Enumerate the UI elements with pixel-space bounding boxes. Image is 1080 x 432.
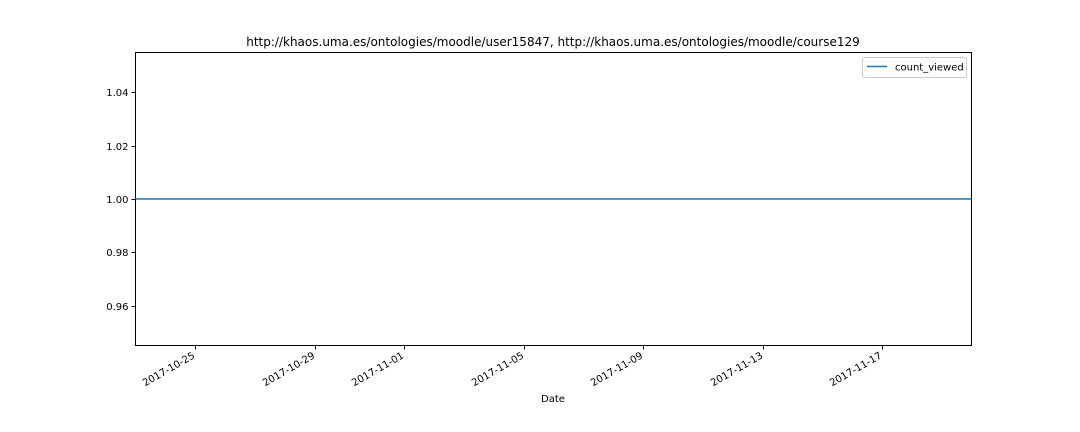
chart-title: http://khaos.uma.es/ontologies/moodle/us… [246,35,860,49]
legend: count_viewed [862,57,967,78]
x-tick-label: 2017-11-01 [350,351,406,390]
legend-label: count_viewed [895,63,964,74]
y-tick-label: 1.00 [106,195,128,206]
y-tick-label: 1.02 [106,142,128,153]
x-tick-label: 2017-10-29 [261,351,317,390]
y-tick-label: 0.98 [106,248,128,259]
y-tick-label: 1.04 [106,88,128,99]
x-tick-label: 2017-11-13 [709,351,765,390]
x-tick-label: 2017-11-05 [470,351,526,390]
y-axis: 0.96 0.98 1.00 1.02 1.04 [106,88,136,313]
y-tick-label: 0.96 [106,302,128,313]
x-tick-label: 2017-11-17 [828,351,884,390]
legend-box [862,57,967,78]
x-axis-label: Date [541,394,565,405]
x-tick-label: 2017-10-25 [141,351,197,390]
x-axis: 2017-10-25 2017-10-29 2017-11-01 2017-11-05… [141,345,884,390]
x-tick-label: 2017-11-09 [589,351,645,390]
